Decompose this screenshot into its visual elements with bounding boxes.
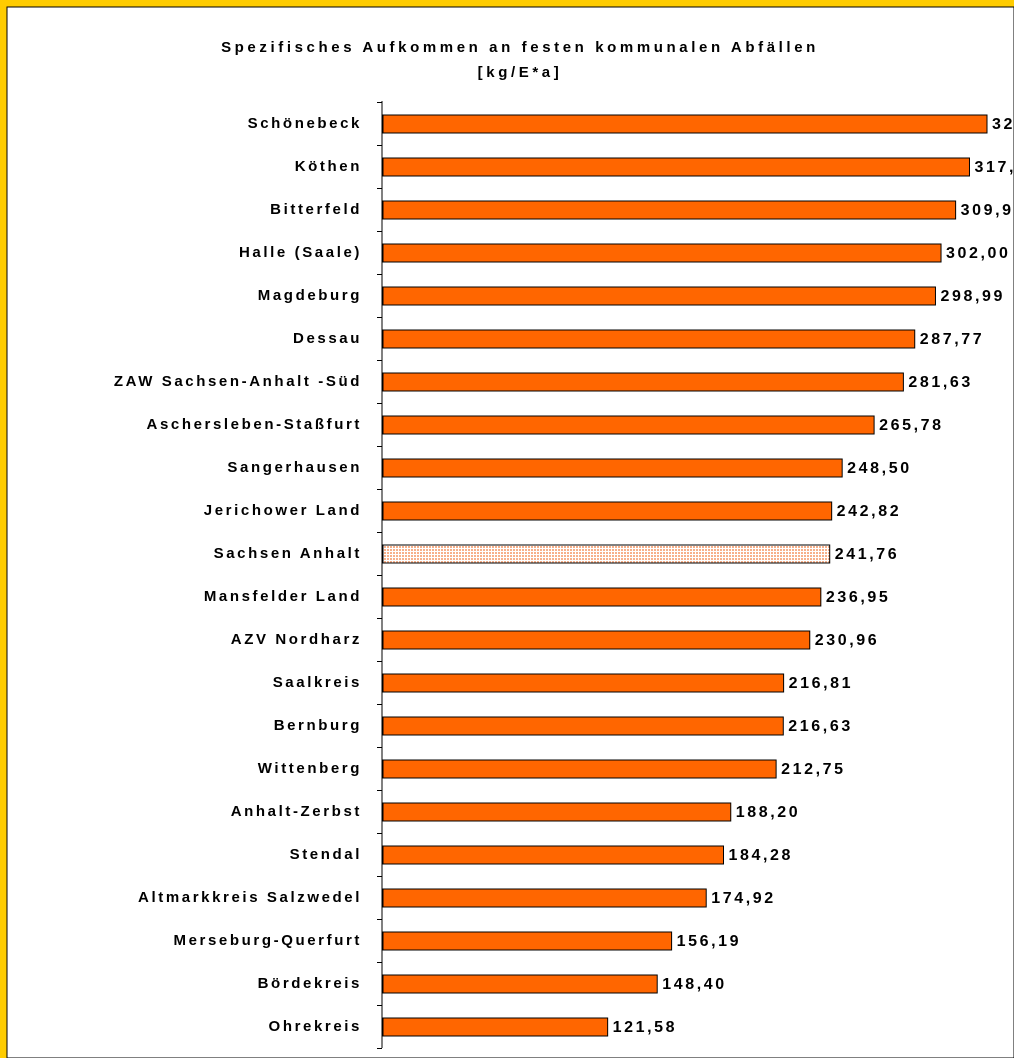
value-label: 188,20 [736,804,801,821]
value-label: 212,75 [781,761,846,778]
bar [382,372,904,392]
bar [382,243,942,263]
category-label: Dessau [293,330,362,347]
bar [382,1017,609,1037]
value-label: 241,76 [835,546,900,563]
category-label: Sachsen Anhalt [214,545,362,562]
category-label: Magdeburg [258,287,362,304]
value-label: 216,81 [789,675,854,692]
category-label: ZAW Sachsen-Anhalt -Süd [114,373,362,390]
value-label: 302,00 [946,245,1011,262]
category-label: Altmarkkreis Salzwedel [138,889,362,906]
category-label: Merseburg-Querfurt [174,932,362,949]
category-label: Stendal [290,846,362,863]
category-label: Anhalt-Zerbst [231,803,362,820]
value-label: 184,28 [729,847,794,864]
category-label: Köthen [295,158,362,175]
category-label: Bördekreis [258,975,362,992]
category-label: Bitterfeld [270,201,362,218]
bar [382,458,843,478]
bar [382,630,811,650]
bar [382,673,785,693]
bar [382,802,732,822]
category-label: Sangerhausen [227,459,362,476]
category-label: Ohrekreis [269,1018,362,1035]
bar [382,329,916,349]
value-label: 265,78 [879,417,944,434]
bar [382,888,707,908]
value-label: 121,58 [613,1019,678,1036]
category-label: Mansfelder Land [204,588,362,605]
category-label: Halle (Saale) [239,244,362,261]
category-label: Jerichower Land [204,502,362,519]
bar [382,931,673,951]
value-label: 216,63 [788,718,853,735]
category-label: AZV Nordharz [231,631,362,648]
value-label: 287,77 [920,331,985,348]
value-label: 148,40 [662,976,727,993]
value-label: 326,88 [992,116,1014,133]
value-label: 156,19 [677,933,742,950]
chart-subtitle: [kg/E*a] [478,64,563,81]
bar [382,200,957,220]
bar [382,716,784,736]
value-label: 298,99 [940,288,1005,305]
bar [382,286,936,306]
value-label: 309,90 [961,202,1014,219]
value-label: 242,82 [837,503,902,520]
bar [382,587,822,607]
bar [382,759,777,779]
value-label: 317,40 [974,159,1014,176]
bar [382,845,725,865]
value-label: 248,50 [847,460,912,477]
plot-background [6,6,1014,1058]
value-label: 174,92 [711,890,776,907]
value-label: 281,63 [908,374,973,391]
bar [382,157,970,177]
category-label: Aschersleben-Staßfurt [147,416,362,433]
bar [382,114,988,134]
bar [382,544,831,564]
chart-title: Spezifisches Aufkommen an festen kommuna… [221,39,819,56]
category-label: Saalkreis [273,674,362,691]
category-label: Wittenberg [258,760,362,777]
category-label: Schönebeck [248,115,362,132]
value-label: 230,96 [815,632,880,649]
value-label: 236,95 [826,589,891,606]
bar [382,974,658,994]
category-label: Bernburg [274,717,362,734]
bar [382,415,875,435]
bar [382,501,833,521]
